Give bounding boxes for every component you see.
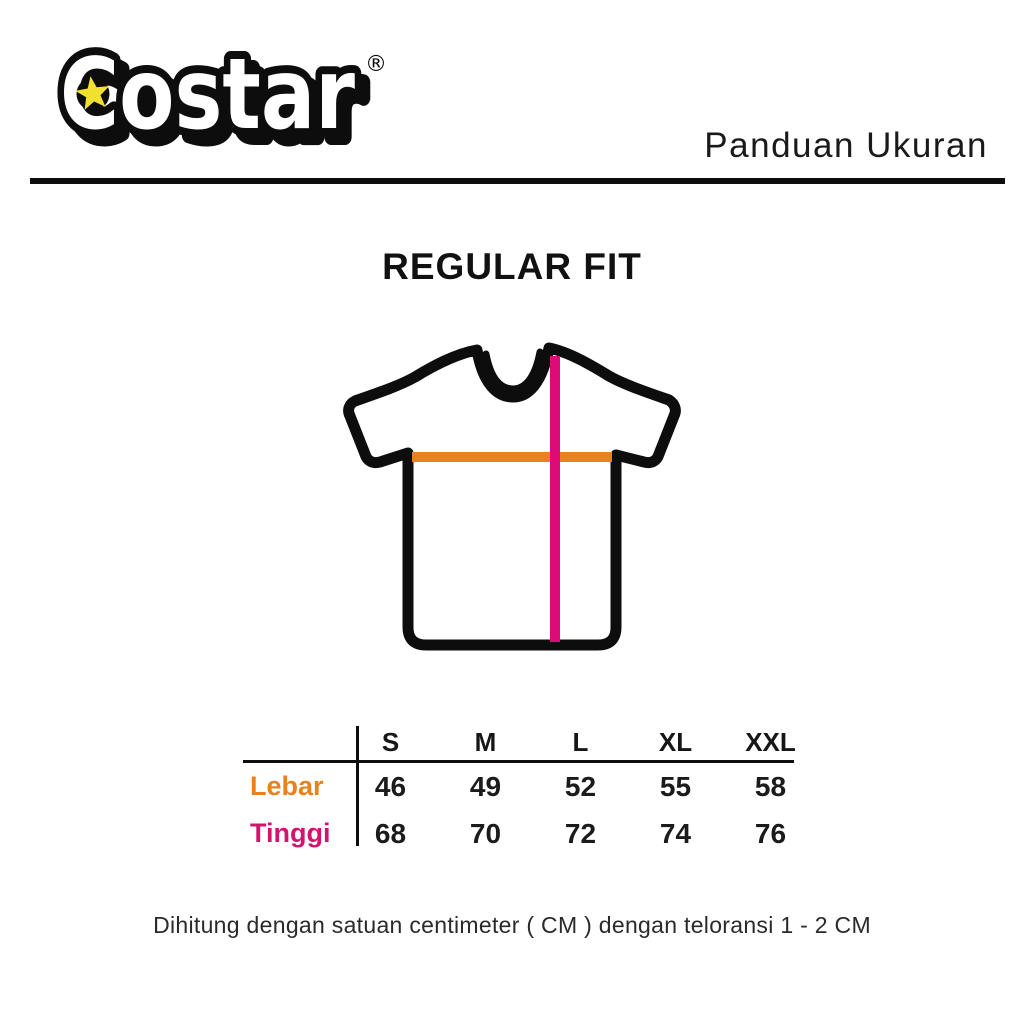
- lebar-value-m: 49: [469, 770, 502, 802]
- star-icon: [75, 76, 110, 110]
- tshirt-outline: [343, 342, 681, 651]
- costar-logo-graphic: Costar Costar ®: [52, 30, 387, 169]
- size-col-header-s: S: [381, 726, 400, 757]
- tinggi-value-s: 68: [374, 817, 407, 849]
- measurement-note: Dihitung dengan satuan centimeter ( CM )…: [153, 912, 871, 938]
- tshirt-graphic: [343, 342, 681, 651]
- size-col-header-m: M: [474, 726, 497, 757]
- row-label-lebar: Lebar: [250, 771, 324, 801]
- size-col-header-xl: XL: [658, 726, 693, 757]
- lebar-value-xxl: 58: [754, 770, 787, 802]
- brand-logo: Costar Costar ®: [52, 30, 402, 169]
- table-corner-cell: [243, 724, 343, 760]
- lebar-value-xl: 55: [659, 770, 692, 802]
- logo-shadow-text: Costar: [69, 47, 365, 160]
- registered-trademark-icon: ®: [365, 52, 387, 77]
- lebar-value-s: 46: [374, 770, 407, 802]
- tinggi-value-m: 70: [469, 817, 502, 849]
- table-vertical-rule: [356, 726, 359, 846]
- tinggi-value-l: 72: [564, 817, 597, 849]
- lebar-value-l: 52: [564, 770, 597, 802]
- fit-style-title: REGULAR FIT: [382, 246, 642, 287]
- collar-inner-line: [482, 348, 544, 393]
- table-horizontal-rule: [243, 760, 818, 763]
- size-col-header-l: L: [572, 726, 589, 757]
- size-table: S M L XL XXL Lebar 46 49 52 55 58 Tinggi…: [243, 724, 818, 857]
- tshirt-diagram: [337, 340, 687, 662]
- tinggi-value-xl: 74: [659, 817, 692, 849]
- tinggi-value-xxl: 76: [754, 817, 787, 849]
- header-divider: [30, 178, 1005, 184]
- row-label-tinggi: Tinggi: [250, 818, 331, 848]
- page-title: Panduan Ukuran: [704, 126, 988, 165]
- size-col-header-xxl: XXL: [745, 726, 796, 757]
